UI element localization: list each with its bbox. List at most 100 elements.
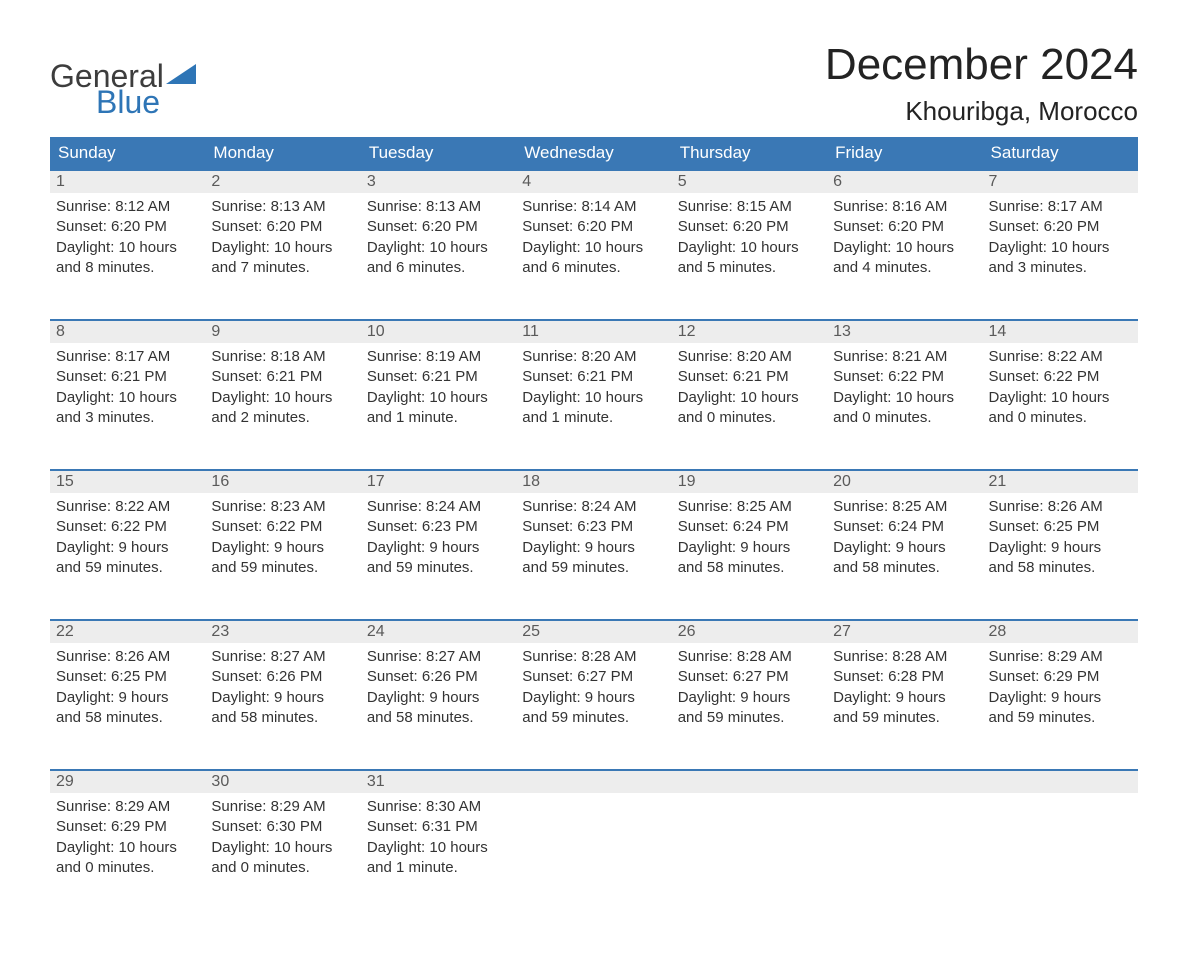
day-cell: Sunrise: 8:23 AMSunset: 6:22 PMDaylight:… xyxy=(205,493,360,620)
day-number: 10 xyxy=(361,321,516,343)
day-body: Sunrise: 8:13 AMSunset: 6:20 PMDaylight:… xyxy=(361,193,516,278)
day-number-cell: 26 xyxy=(672,620,827,643)
day-daylight2: and 59 minutes. xyxy=(522,558,665,578)
day-daylight2: and 59 minutes. xyxy=(833,708,976,728)
day-number: 31 xyxy=(361,771,516,793)
day-daylight1: Daylight: 10 hours xyxy=(989,388,1132,408)
day-daylight1: Daylight: 10 hours xyxy=(989,238,1132,258)
day-sunrise: Sunrise: 8:26 AM xyxy=(56,647,199,667)
day-sunset: Sunset: 6:20 PM xyxy=(989,217,1132,237)
empty-day-number xyxy=(983,771,1138,793)
day-number: 22 xyxy=(50,621,205,643)
day-sunset: Sunset: 6:20 PM xyxy=(367,217,510,237)
day-daylight2: and 59 minutes. xyxy=(522,708,665,728)
day-number: 24 xyxy=(361,621,516,643)
day-sunrise: Sunrise: 8:16 AM xyxy=(833,197,976,217)
day-number-cell: 2 xyxy=(205,170,360,193)
day-cell: Sunrise: 8:20 AMSunset: 6:21 PMDaylight:… xyxy=(516,343,671,470)
day-number: 19 xyxy=(672,471,827,493)
day-daylight2: and 6 minutes. xyxy=(367,258,510,278)
day-number-cell: 27 xyxy=(827,620,982,643)
week-num-row: 1234567 xyxy=(50,170,1138,193)
day-daylight1: Daylight: 10 hours xyxy=(211,388,354,408)
day-daylight1: Daylight: 10 hours xyxy=(833,238,976,258)
day-number-cell: 3 xyxy=(361,170,516,193)
day-number-cell: 11 xyxy=(516,320,671,343)
day-body: Sunrise: 8:30 AMSunset: 6:31 PMDaylight:… xyxy=(361,793,516,878)
day-sunset: Sunset: 6:22 PM xyxy=(989,367,1132,387)
day-daylight2: and 6 minutes. xyxy=(522,258,665,278)
day-number-cell: 22 xyxy=(50,620,205,643)
day-sunrise: Sunrise: 8:15 AM xyxy=(678,197,821,217)
day-sunset: Sunset: 6:20 PM xyxy=(522,217,665,237)
day-daylight2: and 0 minutes. xyxy=(56,858,199,878)
day-cell: Sunrise: 8:14 AMSunset: 6:20 PMDaylight:… xyxy=(516,193,671,320)
day-daylight2: and 0 minutes. xyxy=(989,408,1132,428)
day-daylight1: Daylight: 10 hours xyxy=(56,838,199,858)
day-daylight2: and 59 minutes. xyxy=(367,558,510,578)
day-daylight1: Daylight: 9 hours xyxy=(833,538,976,558)
day-sunrise: Sunrise: 8:13 AM xyxy=(367,197,510,217)
day-body: Sunrise: 8:29 AMSunset: 6:29 PMDaylight:… xyxy=(983,643,1138,728)
day-daylight1: Daylight: 10 hours xyxy=(522,238,665,258)
day-number-cell: 8 xyxy=(50,320,205,343)
week-body-row: Sunrise: 8:22 AMSunset: 6:22 PMDaylight:… xyxy=(50,493,1138,620)
day-number-cell: 14 xyxy=(983,320,1138,343)
day-number: 5 xyxy=(672,171,827,193)
week-num-row: 891011121314 xyxy=(50,320,1138,343)
day-sunset: Sunset: 6:27 PM xyxy=(522,667,665,687)
day-body: Sunrise: 8:17 AMSunset: 6:20 PMDaylight:… xyxy=(983,193,1138,278)
day-body: Sunrise: 8:25 AMSunset: 6:24 PMDaylight:… xyxy=(827,493,982,578)
day-number: 16 xyxy=(205,471,360,493)
day-number: 7 xyxy=(983,171,1138,193)
day-number: 25 xyxy=(516,621,671,643)
week-num-row: 15161718192021 xyxy=(50,470,1138,493)
day-daylight1: Daylight: 10 hours xyxy=(56,388,199,408)
day-number: 26 xyxy=(672,621,827,643)
day-number-cell: 6 xyxy=(827,170,982,193)
day-cell: Sunrise: 8:29 AMSunset: 6:29 PMDaylight:… xyxy=(50,793,205,919)
day-body: Sunrise: 8:27 AMSunset: 6:26 PMDaylight:… xyxy=(361,643,516,728)
day-body: Sunrise: 8:28 AMSunset: 6:27 PMDaylight:… xyxy=(672,643,827,728)
day-number: 27 xyxy=(827,621,982,643)
day-cell: Sunrise: 8:28 AMSunset: 6:27 PMDaylight:… xyxy=(672,643,827,770)
day-daylight1: Daylight: 9 hours xyxy=(522,538,665,558)
day-sunrise: Sunrise: 8:28 AM xyxy=(833,647,976,667)
day-daylight2: and 1 minute. xyxy=(522,408,665,428)
day-cell: Sunrise: 8:12 AMSunset: 6:20 PMDaylight:… xyxy=(50,193,205,320)
day-daylight1: Daylight: 9 hours xyxy=(367,538,510,558)
day-daylight2: and 58 minutes. xyxy=(367,708,510,728)
day-number: 1 xyxy=(50,171,205,193)
day-number: 28 xyxy=(983,621,1138,643)
empty-day-number-cell xyxy=(672,770,827,793)
day-number: 20 xyxy=(827,471,982,493)
day-daylight1: Daylight: 9 hours xyxy=(56,688,199,708)
day-sunrise: Sunrise: 8:17 AM xyxy=(56,347,199,367)
day-daylight1: Daylight: 9 hours xyxy=(211,538,354,558)
empty-day-number xyxy=(827,771,982,793)
day-body: Sunrise: 8:13 AMSunset: 6:20 PMDaylight:… xyxy=(205,193,360,278)
day-number-cell: 15 xyxy=(50,470,205,493)
day-sunset: Sunset: 6:28 PM xyxy=(833,667,976,687)
brand-logo: General Blue xyxy=(50,40,196,118)
day-number-cell: 23 xyxy=(205,620,360,643)
day-daylight1: Daylight: 10 hours xyxy=(678,238,821,258)
day-number: 15 xyxy=(50,471,205,493)
day-number-cell: 19 xyxy=(672,470,827,493)
day-daylight2: and 1 minute. xyxy=(367,858,510,878)
day-sunset: Sunset: 6:20 PM xyxy=(56,217,199,237)
dow-monday: Monday xyxy=(205,137,360,170)
day-daylight2: and 0 minutes. xyxy=(211,858,354,878)
page: General Blue December 2024 Khouribga, Mo… xyxy=(0,0,1188,969)
day-cell: Sunrise: 8:27 AMSunset: 6:26 PMDaylight:… xyxy=(205,643,360,770)
day-cell: Sunrise: 8:21 AMSunset: 6:22 PMDaylight:… xyxy=(827,343,982,470)
day-daylight1: Daylight: 9 hours xyxy=(367,688,510,708)
day-sunset: Sunset: 6:21 PM xyxy=(522,367,665,387)
dow-wednesday: Wednesday xyxy=(516,137,671,170)
day-cell: Sunrise: 8:17 AMSunset: 6:20 PMDaylight:… xyxy=(983,193,1138,320)
dow-saturday: Saturday xyxy=(983,137,1138,170)
day-cell: Sunrise: 8:27 AMSunset: 6:26 PMDaylight:… xyxy=(361,643,516,770)
day-daylight1: Daylight: 9 hours xyxy=(56,538,199,558)
day-sunset: Sunset: 6:25 PM xyxy=(989,517,1132,537)
day-sunrise: Sunrise: 8:27 AM xyxy=(211,647,354,667)
